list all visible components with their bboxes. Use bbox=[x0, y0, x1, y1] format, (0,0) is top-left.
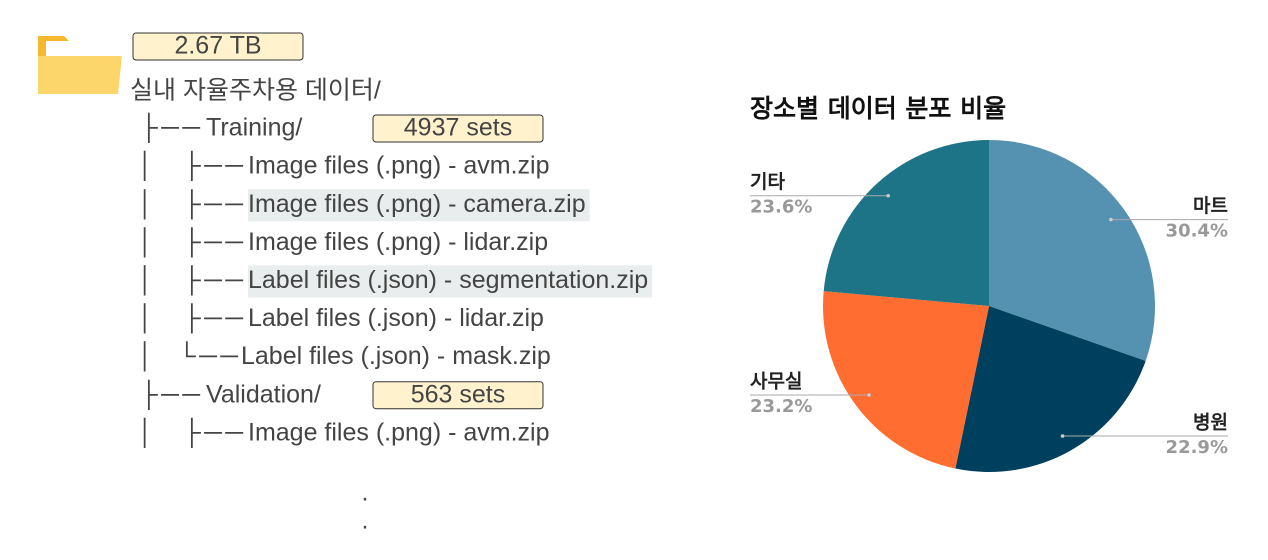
slice-value: 30.4% bbox=[1166, 221, 1228, 242]
tree-branch: ├── bbox=[183, 265, 243, 296]
tree-branch: └── bbox=[178, 341, 238, 370]
root-folder: 실내 자율주차용 데이터/ bbox=[130, 77, 381, 105]
slice-label: 마트 bbox=[1193, 195, 1228, 217]
tree-branch: ├── bbox=[183, 303, 243, 334]
size-badge bbox=[132, 32, 304, 61]
file-name: Image files (.png) - camera.zip bbox=[248, 190, 586, 218]
pie-slice bbox=[989, 140, 1155, 361]
file-name: Label files (.json) - mask.zip bbox=[241, 342, 551, 370]
tree-pipe: │ bbox=[138, 341, 154, 372]
tree-pipe: │ bbox=[138, 151, 154, 182]
folder-name: Training/ bbox=[206, 114, 302, 142]
highlight bbox=[248, 189, 590, 222]
leader-dot bbox=[1109, 217, 1113, 222]
file-name: Label files (.json) - segmentation.zip bbox=[248, 266, 648, 294]
leader-dot bbox=[1060, 434, 1065, 438]
pie-slice bbox=[955, 306, 1146, 472]
slice-label: 기타 bbox=[750, 171, 785, 193]
slice-label: 사무실 bbox=[750, 371, 802, 393]
pie-slice bbox=[823, 140, 989, 306]
tree-pipe: │ bbox=[138, 265, 154, 296]
chart-title: 장소별 데이터 분포 비율 bbox=[750, 94, 1006, 123]
size-badge bbox=[372, 114, 544, 143]
tree-branch: ├── bbox=[140, 379, 200, 410]
tree-pipe: │ bbox=[138, 303, 154, 334]
tree-branch: ├── bbox=[183, 151, 243, 182]
tree-pipe: │ bbox=[138, 417, 154, 448]
badge-label: 2.67 TB bbox=[174, 32, 261, 60]
slice-label: 병원 bbox=[1193, 412, 1228, 434]
slice-value: 23.6% bbox=[750, 197, 812, 218]
ellipsis: . bbox=[362, 507, 369, 535]
leader-dot bbox=[886, 193, 890, 198]
slice-value: 23.2% bbox=[750, 396, 812, 417]
file-name: Image files (.png) - avm.zip bbox=[248, 152, 550, 180]
tree-branch: ├── bbox=[183, 189, 243, 220]
slice-value: 22.9% bbox=[1166, 437, 1228, 458]
folder-icon bbox=[38, 36, 122, 94]
pie-slice bbox=[823, 291, 989, 469]
ellipsis: . bbox=[362, 479, 369, 507]
highlight bbox=[248, 265, 653, 298]
tree-branch: ├── bbox=[183, 417, 243, 448]
badge-label: 4937 sets bbox=[404, 114, 512, 142]
tree-pipe: │ bbox=[138, 189, 154, 220]
size-badge bbox=[372, 381, 544, 410]
file-name: Image files (.png) - lidar.zip bbox=[248, 228, 548, 256]
tree-branch: ├── bbox=[183, 227, 243, 258]
badge-label: 563 sets bbox=[411, 380, 506, 408]
file-name: Label files (.json) - lidar.zip bbox=[248, 304, 544, 332]
tree-branch: ├── bbox=[140, 113, 200, 144]
folder-name: Validation/ bbox=[206, 380, 321, 408]
file-name: Image files (.png) - avm.zip bbox=[248, 418, 550, 446]
leader-dot bbox=[867, 393, 871, 397]
tree-pipe: │ bbox=[138, 227, 154, 258]
